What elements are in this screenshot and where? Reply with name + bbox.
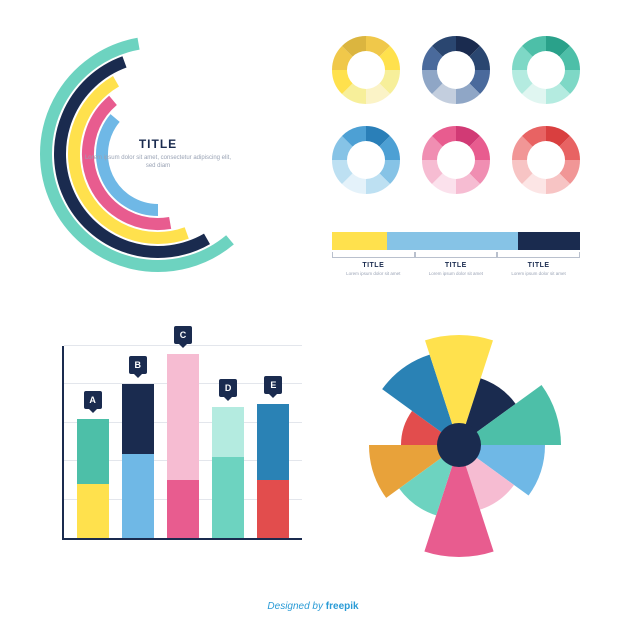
donut-2-hole — [527, 51, 565, 89]
stacked-bar-seg-0 — [332, 232, 387, 250]
arc-title: TITLE — [83, 137, 233, 151]
bar-4-seg-1 — [257, 404, 289, 481]
stacked-bar-label-2-sub: Lorem ipsum dolor sit amet — [497, 271, 580, 276]
donut-grid — [332, 36, 580, 194]
bar-0-tag: A — [84, 391, 102, 409]
bar-chart-bars: ABCDE — [64, 346, 302, 538]
donut-4-hole — [437, 141, 475, 179]
stacked-bar-seg-1 — [387, 232, 518, 250]
bar-1-seg-0 — [122, 454, 154, 538]
stacked-bar-label-1: TITLE Lorem ipsum dolor sit amet — [415, 262, 498, 276]
donut-5-hole — [527, 141, 565, 179]
bar-1-tag: B — [129, 356, 147, 374]
bar-4-seg-0 — [257, 480, 289, 538]
arc-lorem: Lorem ipsum dolor sit amet, consectetur … — [83, 155, 233, 171]
bar-2-seg-1 — [167, 354, 199, 481]
donut-0-hole — [347, 51, 385, 89]
stacked-bar-label-2: TITLE Lorem ipsum dolor sit amet — [497, 262, 580, 276]
bar-4: E — [257, 404, 289, 538]
donut-4 — [422, 126, 490, 194]
bar-2-seg-0 — [167, 480, 199, 538]
stacked-bar-label-1-title: TITLE — [415, 262, 498, 269]
bar-3-seg-1 — [212, 407, 244, 457]
polar-area-chart — [332, 330, 586, 560]
bracket-2 — [497, 252, 580, 258]
concentric-arc-chart: TITLE Lorem ipsum dolor sit amet, consec… — [36, 32, 280, 276]
bracket-1 — [415, 252, 498, 258]
bar-3-tag: D — [219, 379, 237, 397]
stacked-bar-brackets — [332, 252, 580, 258]
donut-1-hole — [437, 51, 475, 89]
arc-center-block: TITLE Lorem ipsum dolor sit amet, consec… — [83, 137, 233, 171]
bar-chart-plot: ABCDE — [62, 346, 302, 540]
stacked-bar-chart: TITLELorem ipsum dolor sit ametTITLELore… — [332, 232, 580, 276]
stacked-bar-label-1-sub: Lorem ipsum dolor sit amet — [415, 271, 498, 276]
donut-5 — [512, 126, 580, 194]
bracket-0 — [332, 252, 415, 258]
bar-2-tag: C — [174, 326, 192, 344]
donut-3-hole — [347, 141, 385, 179]
stacked-bar-label-0-title: TITLE — [332, 262, 415, 269]
polar-center — [437, 423, 481, 467]
stacked-bar-label-2-title: TITLE — [497, 262, 580, 269]
stacked-bar — [332, 232, 580, 250]
bar-0-seg-1 — [77, 419, 109, 484]
bar-2: C — [167, 354, 199, 538]
stacked-bar-label-0-sub: Lorem ipsum dolor sit amet — [332, 271, 415, 276]
bar-1-seg-1 — [122, 384, 154, 453]
bar-0: A — [77, 419, 109, 538]
footer-prefix: Designed by — [267, 601, 325, 612]
bar-chart: ABCDE — [42, 326, 302, 550]
donut-0 — [332, 36, 400, 104]
bar-4-tag: E — [264, 376, 282, 394]
donut-1 — [422, 36, 490, 104]
polar-svg — [332, 330, 586, 560]
bar-0-seg-0 — [77, 484, 109, 538]
footer-credit: Designed by freepik — [0, 601, 626, 612]
donut-3 — [332, 126, 400, 194]
donut-2 — [512, 36, 580, 104]
stacked-bar-seg-2 — [518, 232, 580, 250]
stacked-bar-labels: TITLELorem ipsum dolor sit ametTITLELore… — [332, 262, 580, 276]
bar-1: B — [122, 384, 154, 538]
bar-3-seg-0 — [212, 457, 244, 538]
stacked-bar-label-0: TITLE Lorem ipsum dolor sit amet — [332, 262, 415, 276]
footer-brand: freepik — [326, 601, 359, 612]
bar-3: D — [212, 407, 244, 538]
